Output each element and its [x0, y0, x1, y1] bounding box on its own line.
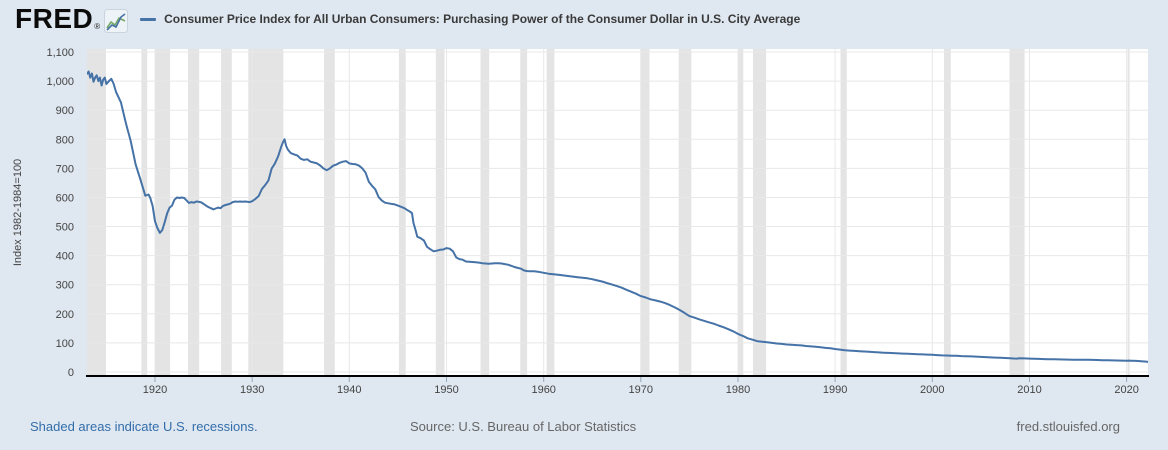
- recession-band: [546, 49, 555, 376]
- x-axis-ticks: [154, 377, 1128, 382]
- x-axis-labels: 1920 1930 1940 1950 1960 1970 1980 1990 2000 2010…: [143, 384, 1139, 396]
- y-axis-title: Index 1982-1984=100: [12, 159, 24, 266]
- recession-bands: [87, 49, 1130, 376]
- recession-band: [248, 49, 284, 376]
- legend-line-swatch: [140, 17, 157, 21]
- y-tick-label: 100: [56, 338, 74, 350]
- x-tick-label: 1930: [240, 384, 264, 396]
- recession-band: [1127, 49, 1130, 376]
- y-tick-label: 700: [56, 163, 74, 175]
- gridlines-vertical: [154, 49, 1128, 376]
- recession-band: [221, 49, 232, 376]
- recession-band: [944, 49, 951, 376]
- x-tick-label: 2020: [1114, 384, 1138, 396]
- y-tick-label: 600: [56, 193, 74, 205]
- recession-band: [141, 49, 148, 376]
- chart-header: FRED ® Consumer Price Index for All Urba…: [0, 0, 1168, 38]
- fred-sparkline-icon: [104, 9, 129, 33]
- x-tick-label: 2000: [920, 384, 944, 396]
- recession-band: [188, 49, 200, 376]
- y-axis-labels: 0 100 200 300 400 500 600 700 800 900 1,000 1,100: [46, 47, 74, 379]
- fred-logo-text: FRED: [15, 3, 94, 34]
- y-tick-label: 1,100: [46, 47, 74, 59]
- y-tick-label: 0: [68, 367, 74, 379]
- x-tick-label: 1980: [726, 384, 750, 396]
- fred-logo[interactable]: FRED ®: [15, 3, 129, 34]
- recession-band: [155, 49, 171, 376]
- data-line[interactable]: [87, 70, 1148, 363]
- recession-band: [324, 49, 335, 376]
- source-text: Source: U.S. Bureau of Labor Statistics: [410, 419, 637, 434]
- y-tick-label: 1,000: [46, 76, 74, 88]
- recession-band: [435, 49, 445, 376]
- chart-canvas[interactable]: 1920 1930 1940 1950 1960 1970 1980 1990 2000 2010…: [0, 0, 1168, 402]
- recessions-note-link[interactable]: Shaded areas indicate U.S. recessions.: [30, 419, 258, 434]
- recession-band: [87, 49, 106, 376]
- x-tick-label: 1920: [143, 384, 167, 396]
- series-title[interactable]: Consumer Price Index for All Urban Consu…: [164, 12, 801, 26]
- x-tick-label: 1940: [337, 384, 361, 396]
- x-tick-label: 1990: [823, 384, 847, 396]
- y-tick-label: 800: [56, 134, 74, 146]
- y-tick-label: 500: [56, 222, 74, 234]
- y-tick-label: 300: [56, 280, 74, 292]
- site-text: fred.stlouisfed.org: [1016, 419, 1120, 434]
- recession-band: [398, 49, 406, 376]
- recession-band: [480, 49, 490, 376]
- registered-mark: ®: [94, 22, 101, 31]
- series-legend: Consumer Price Index for All Urban Consu…: [140, 12, 800, 26]
- gridlines-horizontal: [87, 51, 1148, 373]
- y-tick-label: 400: [56, 251, 74, 263]
- recession-band: [753, 49, 767, 376]
- x-tick-label: 1970: [629, 384, 653, 396]
- recession-band: [738, 49, 744, 376]
- y-tick-label: 900: [56, 105, 74, 117]
- x-tick-label: 2010: [1017, 384, 1041, 396]
- recession-band: [840, 49, 847, 376]
- x-tick-label: 1960: [531, 384, 555, 396]
- recession-band: [678, 49, 692, 376]
- x-tick-label: 1950: [434, 384, 458, 396]
- y-tick-label: 200: [56, 309, 74, 321]
- recession-band: [520, 49, 528, 376]
- plot-area: [87, 49, 1148, 376]
- recession-band: [1009, 49, 1025, 376]
- recession-band: [640, 49, 650, 376]
